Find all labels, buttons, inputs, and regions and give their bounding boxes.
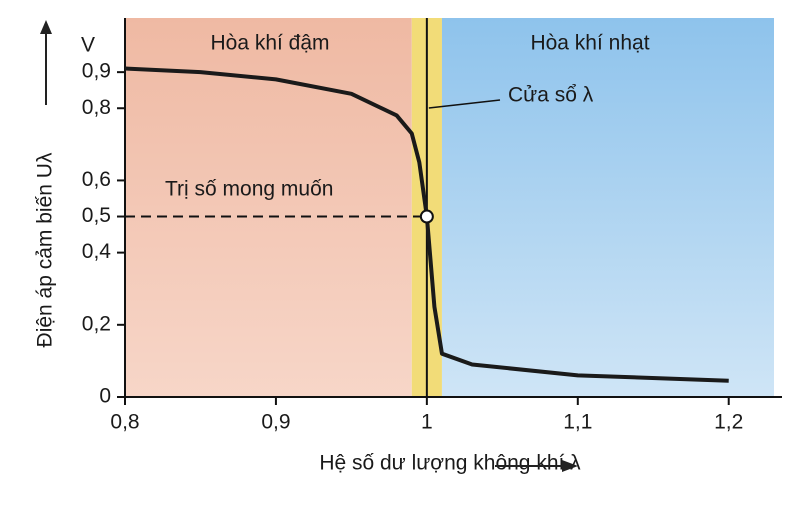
y-tick-label: 0,8	[82, 96, 111, 119]
y-tick-label: 0,9	[82, 60, 111, 83]
lean-label: Hòa khí nhạt	[530, 32, 649, 55]
x-tick-label: 1	[421, 411, 433, 434]
target-point	[419, 209, 434, 224]
x-axis-label: Hệ số dư lượng không khí λ	[319, 452, 581, 475]
lean-region	[441, 18, 774, 397]
y-unit: V	[81, 34, 95, 57]
sensor-curve	[124, 66, 729, 383]
y-tick-label: 0,6	[82, 168, 111, 191]
y-tick-label: 0,4	[82, 240, 112, 263]
rich-label: Hòa khí đậm	[210, 32, 329, 55]
y-tick-label: 0,5	[82, 204, 111, 227]
x-tick-label: 0,9	[261, 411, 290, 434]
window-pointer	[428, 99, 501, 109]
rich-region	[125, 18, 412, 397]
x-tick-label: 1,1	[563, 411, 592, 434]
y-arrow-head	[40, 20, 52, 34]
window-label: Cửa sổ λ	[508, 84, 594, 107]
x-tick-label: 1,2	[714, 411, 743, 434]
y-tick-label: 0,2	[82, 312, 111, 335]
y-tick-label: 0	[99, 385, 111, 408]
x-arrow-head	[562, 460, 578, 472]
y-axis-label: Điện áp cảm biến Uλ	[34, 152, 57, 347]
x-tick-label: 0,8	[110, 411, 139, 434]
target-label: Trị số mong muốn	[165, 178, 333, 201]
